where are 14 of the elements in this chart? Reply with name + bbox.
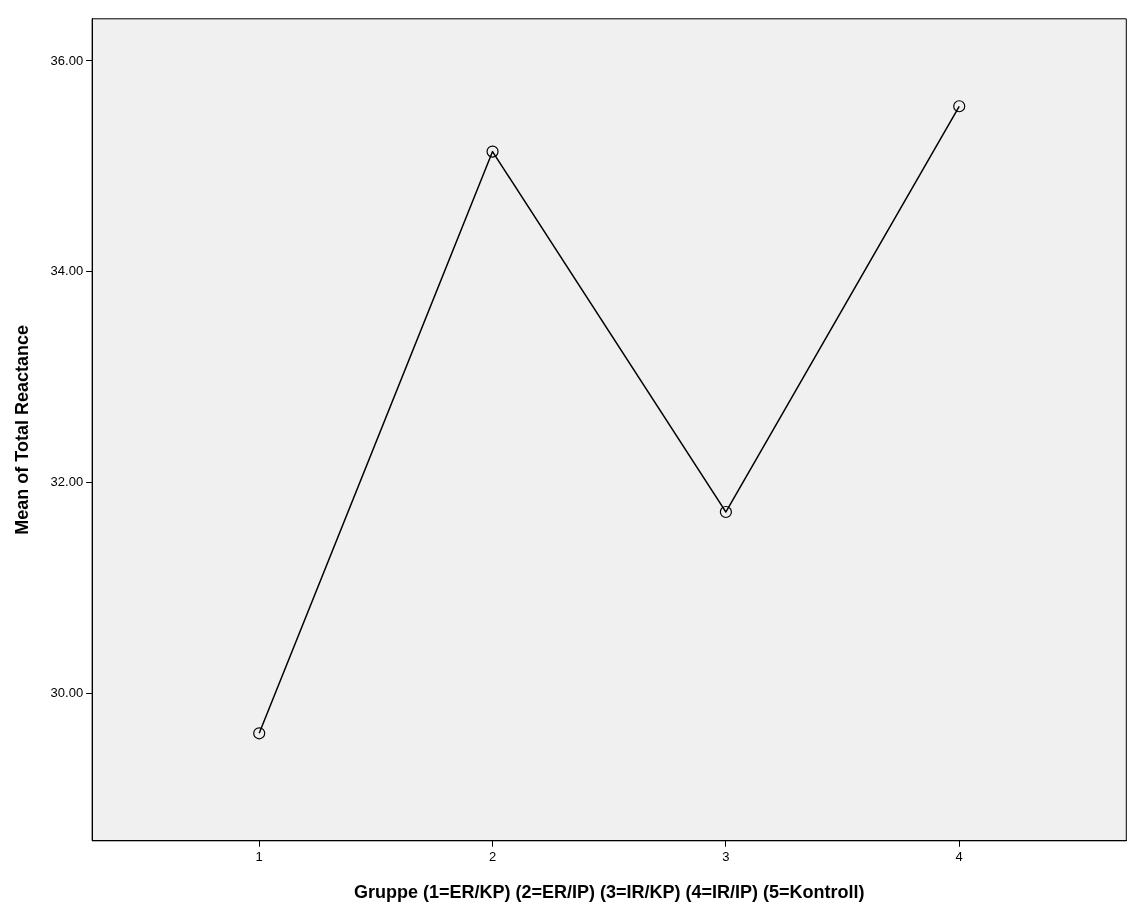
y-tick-label: 34.00	[50, 263, 84, 279]
point	[486, 145, 499, 158]
x-axis-title: Gruppe (1=ER/KP) (2=ER/IP) (3=IR/KP) (4=IR/IP) (5=Kontroll)	[353, 882, 865, 903]
x-tick-label: 4	[955, 849, 963, 865]
x-tick-label: 3	[722, 849, 730, 865]
y-tick-label: 32.00	[50, 474, 84, 490]
x-tick-label: 1	[255, 849, 263, 865]
point	[953, 100, 966, 113]
point	[719, 505, 732, 519]
y-tick-label: 36.00	[50, 52, 84, 68]
x-tick-label: 2	[488, 849, 497, 865]
point	[253, 727, 266, 740]
y-axis-title: Mean of Total Reactance	[11, 324, 32, 535]
y-tick-label: 30.00	[50, 684, 84, 700]
